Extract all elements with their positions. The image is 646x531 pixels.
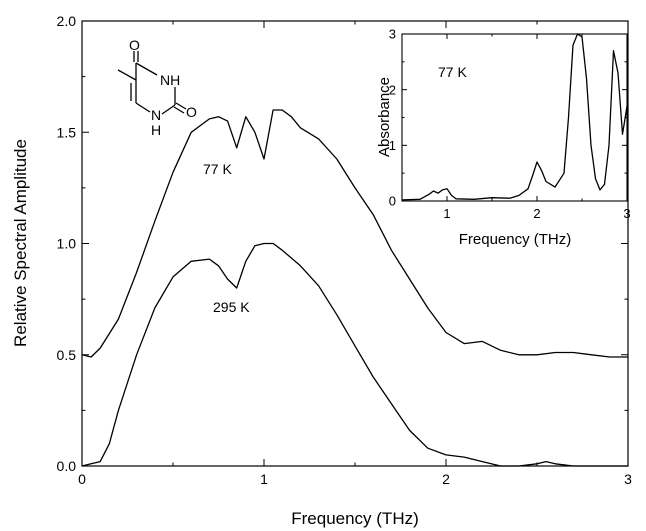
bond-c6-n1 [135,102,151,113]
atom-n1: N [151,107,161,123]
main-y-tick-label: 1.5 [57,124,77,140]
atom-o2: O [186,104,197,120]
main-y-tick-label: 0.5 [57,347,77,363]
thymine-structure: O NH O N H [117,37,197,138]
main-y-tick-label: 0.0 [57,458,77,474]
inset-y-tick-label: 0 [389,194,396,209]
bond-c2-o-double [173,106,185,114]
inset-y-axis-label: Absorbance [376,77,393,157]
atom-o4: O [129,37,140,53]
x-axis-label: Frequency (THz) [291,509,419,528]
bond-c5-methyl [117,69,137,81]
main-x-tick-label: 2 [442,471,450,487]
inset-axis-ticks: 1 2 3 0 1 2 3 [389,27,631,221]
inset-y-tick-label: 1 [389,138,396,153]
annotation-295k: 295 K [213,299,250,315]
main-axis-ticks: 0 1 2 3 0.0 0.5 1.0 1.5 2.0 [57,13,633,487]
bond-c4-n3 [135,62,158,76]
atom-nh3: NH [160,72,180,88]
inset-y-tick-label: 3 [389,27,396,42]
main-x-tick-label: 0 [78,471,86,487]
inset-series-line-1 [401,33,628,201]
main-series-line-1 [81,109,628,358]
main-series-line-2 [81,242,628,467]
inset-plot: 1 2 3 0 1 2 3 Frequency (THz) Absorbance 77 K [376,27,631,248]
inset-x-tick-label: 2 [533,206,540,221]
annotation-77k: 77 K [203,161,232,177]
bond-n1-c2 [161,104,176,115]
inset-background [402,34,627,201]
main-plot: 0 1 2 3 0.0 0.5 1.0 1.5 2.0 Frequency (THz) Rela… [11,13,632,528]
inset-y-tick-label: 2 [389,82,396,97]
inset-x-tick-label: 3 [623,206,630,221]
main-x-tick-label: 3 [624,471,632,487]
inset-annotation-77k: 77 K [438,64,467,80]
inset-series-group [401,33,628,201]
main-series-group [81,109,628,467]
y-axis-label: Relative Spectral Amplitude [11,139,30,347]
bond-c2-o [175,102,187,110]
main-x-tick-label: 1 [260,471,268,487]
inset-x-tick-label: 1 [443,206,450,221]
main-y-tick-label: 2.0 [57,13,77,29]
main-y-tick-label: 1.0 [57,236,77,252]
atom-h1: H [151,122,161,138]
inset-x-axis-label: Frequency (THz) [459,231,572,248]
